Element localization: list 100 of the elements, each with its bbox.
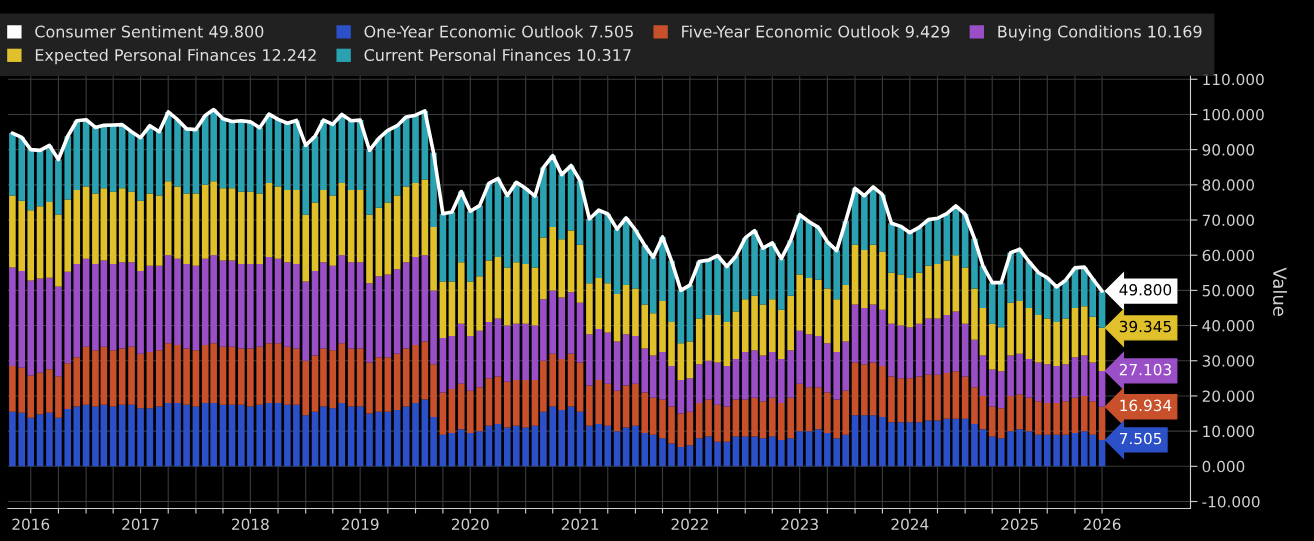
bar [558,239,566,298]
bar [695,261,703,319]
bar [732,436,740,467]
bar [705,315,712,361]
bar [375,357,383,412]
bar [613,341,621,391]
bar [778,359,785,403]
bar [18,271,26,368]
bar [118,262,126,349]
bar [759,438,767,467]
bar [824,343,831,393]
bar [1034,362,1042,402]
bar [448,336,456,389]
bar [155,406,163,467]
bar [421,255,429,342]
bar [1071,397,1079,433]
bar [109,406,117,467]
bar [46,145,53,203]
bar [64,271,72,364]
bar [284,123,291,191]
bar [64,199,72,272]
y-tick-label: 100.000 [1203,108,1264,121]
bar [164,181,172,256]
bar [925,265,932,319]
bar [659,438,666,467]
bar [632,336,639,384]
x-tick-label: 2016 [12,518,50,531]
bar [466,432,474,467]
y-tick-label: 50.000 [1202,284,1255,297]
annotation: 27.103 [1119,363,1171,376]
bar [723,322,731,367]
bar [1016,249,1023,301]
bar [971,288,978,340]
bar [833,399,841,439]
bar [118,124,126,189]
bar [695,438,703,467]
bar [586,425,593,467]
bar [595,380,603,425]
bar [302,281,310,361]
bar [796,431,803,467]
bar [1007,395,1014,432]
bar [796,330,803,384]
bar [412,256,419,345]
bar [338,255,346,344]
bar [952,255,960,312]
bar [18,412,26,467]
bar [586,218,593,284]
bar [595,424,603,467]
bar [393,195,401,270]
bar [338,183,346,256]
bar [824,392,831,433]
bar [888,223,895,273]
bar [402,262,410,349]
bar [430,227,437,291]
x-tick-label: 2023 [781,518,818,531]
bar [356,348,364,407]
bar [769,436,776,467]
bar [118,188,126,263]
bar [92,350,99,407]
bar [595,329,603,381]
bar [64,363,72,409]
bar [759,401,767,439]
annotation: 7.505 [1119,432,1162,445]
bar [833,250,841,300]
bar [751,397,758,437]
bar [137,137,144,201]
bar [604,283,612,333]
bar [906,422,914,467]
bar [238,404,245,467]
bar [641,432,649,467]
x-tick-label: 2019 [341,518,379,531]
bar [55,286,62,377]
bar [18,367,26,413]
bar [824,241,831,289]
bar [109,263,117,351]
bar [347,406,355,467]
bar [384,274,392,358]
bar [943,315,951,374]
bar [1071,357,1079,398]
bar [622,385,630,428]
bar [384,357,392,412]
bar [375,411,383,467]
bar [430,417,437,467]
bar [695,318,703,365]
bar [466,281,474,337]
bar [1016,353,1023,395]
bar [1043,318,1051,365]
bar [778,258,785,310]
bar [18,137,26,201]
bar [356,190,364,263]
bar [73,120,81,191]
bar [146,408,154,467]
bar [118,404,126,467]
bar [109,350,117,407]
bar [155,131,163,196]
bar [356,262,364,349]
bar [522,188,529,264]
bar [155,265,163,351]
bar [567,406,575,467]
bar [174,119,181,187]
